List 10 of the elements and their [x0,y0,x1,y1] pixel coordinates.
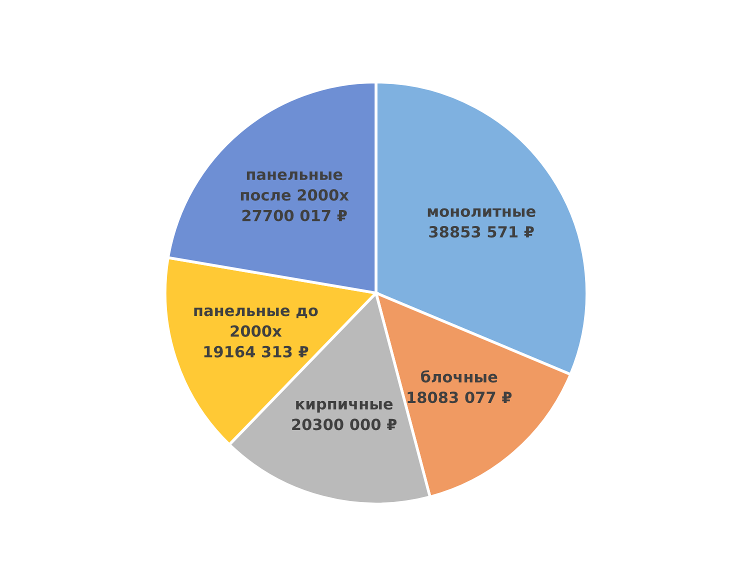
slice-label: панельные до 2000х [194,308,318,337]
slice-label: панельные после 2000х [240,171,349,201]
slice-label: кирпичные [296,400,393,413]
data-label: 27700 017 ₽ [242,210,347,222]
slice-label: монолитные [428,208,536,218]
data-label: 18083 077 ₽ [408,392,512,404]
slice-label: блочные [421,370,498,383]
data-label: 19164 313 ₽ [204,346,308,358]
data-label: 38853 571 ₽ [429,226,534,238]
data-label: 20300 000 ₽ [292,418,397,430]
